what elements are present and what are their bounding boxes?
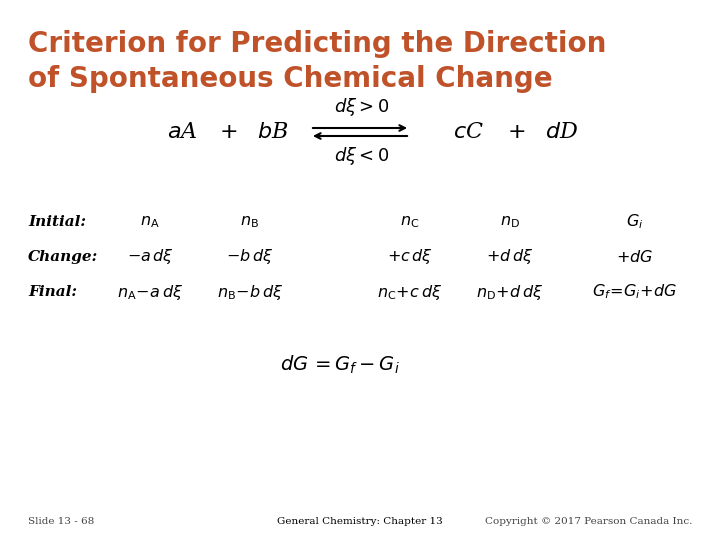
Text: $-b\,d\xi$: $-b\,d\xi$	[226, 247, 274, 267]
Text: $n_\mathrm{B}$: $n_\mathrm{B}$	[240, 213, 259, 231]
Text: of Spontaneous Chemical Change: of Spontaneous Chemical Change	[28, 65, 553, 93]
Text: Copyright © 2017 Pearson Canada Inc.: Copyright © 2017 Pearson Canada Inc.	[485, 517, 692, 526]
Text: $+c\,d\xi$: $+c\,d\xi$	[387, 247, 433, 267]
Text: $n_\mathrm{A}$: $n_\mathrm{A}$	[140, 213, 160, 231]
Text: $+$: $+$	[507, 121, 525, 143]
Text: Initial:: Initial:	[28, 215, 86, 229]
Text: $n_\mathrm{D}$: $n_\mathrm{D}$	[500, 213, 520, 231]
Text: $G_i$: $G_i$	[626, 213, 644, 231]
Text: $+$: $+$	[219, 121, 237, 143]
Text: $c$C: $c$C	[453, 121, 483, 143]
Text: $n_\mathrm{B}\!-\!b\,d\xi$: $n_\mathrm{B}\!-\!b\,d\xi$	[217, 282, 284, 301]
Text: $n_\mathrm{D}\!+\!d\,d\xi$: $n_\mathrm{D}\!+\!d\,d\xi$	[476, 282, 544, 301]
Text: $dG\,{=}G_f - G_i$: $dG\,{=}G_f - G_i$	[280, 354, 400, 376]
Text: $b$B: $b$B	[257, 121, 289, 143]
Text: $n_\mathrm{C}\!+\!c\,d\xi$: $n_\mathrm{C}\!+\!c\,d\xi$	[377, 282, 443, 301]
Text: $n_\mathrm{A}\!-\!a\,d\xi$: $n_\mathrm{A}\!-\!a\,d\xi$	[117, 282, 183, 301]
Text: $d\xi > 0$: $d\xi > 0$	[334, 96, 390, 118]
Text: $n_\mathrm{C}$: $n_\mathrm{C}$	[400, 213, 420, 231]
Text: $d\xi < 0$: $d\xi < 0$	[334, 145, 390, 167]
Text: $+d\,d\xi$: $+d\,d\xi$	[486, 247, 534, 267]
Text: General Chemistry: Chapter 13: General Chemistry: Chapter 13	[277, 517, 443, 526]
Text: $a$A: $a$A	[167, 121, 197, 143]
Text: Criterion for Predicting the Direction: Criterion for Predicting the Direction	[28, 30, 606, 58]
Text: Final:: Final:	[28, 285, 77, 299]
Text: Slide 13 - 68: Slide 13 - 68	[28, 517, 94, 526]
Text: $-a\,d\xi$: $-a\,d\xi$	[127, 247, 174, 267]
Text: $d$D: $d$D	[545, 121, 579, 143]
Text: $+dG$: $+dG$	[616, 248, 654, 266]
Text: $G_f\!=\!G_i\!+\!dG$: $G_f\!=\!G_i\!+\!dG$	[593, 282, 678, 301]
Text: Change:: Change:	[28, 250, 98, 264]
